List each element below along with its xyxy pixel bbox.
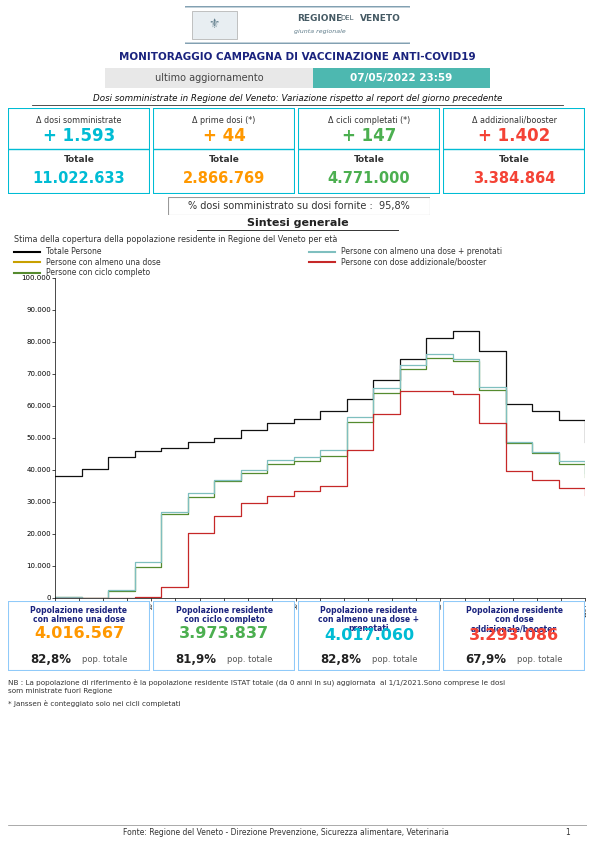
Text: 4.017.060: 4.017.060	[324, 628, 414, 643]
Text: Popolazione residente: Popolazione residente	[30, 606, 127, 615]
Text: con almeno una dose: con almeno una dose	[33, 615, 125, 624]
Text: Totale Persone: Totale Persone	[46, 247, 101, 256]
Text: 4.771.000: 4.771.000	[328, 171, 411, 186]
Text: MONITORAGGIO CAMPAGNA DI VACCINAZIONE ANTI-COVID19: MONITORAGGIO CAMPAGNA DI VACCINAZIONE AN…	[119, 52, 476, 62]
Text: Δ prime dosi (*): Δ prime dosi (*)	[192, 115, 256, 125]
Text: Totale: Totale	[499, 155, 530, 164]
FancyBboxPatch shape	[153, 108, 295, 194]
Text: Sintesi generale: Sintesi generale	[247, 217, 348, 227]
Text: 3.973.837: 3.973.837	[179, 626, 269, 641]
Text: pop. totale: pop. totale	[227, 655, 273, 664]
Text: 67,9%: 67,9%	[465, 653, 506, 666]
Text: giunta regionale: giunta regionale	[294, 29, 346, 35]
Text: % dosi somministrato su dosi fornite :  95,8%: % dosi somministrato su dosi fornite : 9…	[188, 201, 410, 211]
Text: Δ cicli completati (*): Δ cicli completati (*)	[328, 115, 410, 125]
Text: 82,8%: 82,8%	[30, 653, 71, 666]
Text: ⚜: ⚜	[209, 19, 220, 31]
FancyBboxPatch shape	[298, 108, 440, 194]
FancyBboxPatch shape	[180, 7, 415, 43]
Text: + 147: + 147	[342, 126, 396, 145]
Text: Popolazione residente: Popolazione residente	[465, 606, 562, 615]
FancyBboxPatch shape	[105, 68, 313, 88]
Text: Δ dosi somministrate: Δ dosi somministrate	[36, 115, 122, 125]
Text: Stima della copertura della popolazione residente in Regione del Veneto per età: Stima della copertura della popolazione …	[14, 235, 337, 243]
Text: DEL: DEL	[340, 15, 354, 21]
Text: + 1.593: + 1.593	[43, 126, 115, 145]
Text: + 44: + 44	[202, 126, 246, 145]
Text: Persone con almeno una dose + prenotati: Persone con almeno una dose + prenotati	[341, 247, 502, 256]
Text: Δ addizionali/booster: Δ addizionali/booster	[471, 115, 556, 125]
Text: pop. totale: pop. totale	[372, 655, 417, 664]
Text: Fonte: Regione del Veneto - Direzione Prevenzione, Sicurezza alimentare, Veterin: Fonte: Regione del Veneto - Direzione Pr…	[123, 829, 449, 837]
FancyBboxPatch shape	[443, 601, 585, 671]
Text: Persone con almeno una dose: Persone con almeno una dose	[46, 258, 160, 267]
Text: 11.022.633: 11.022.633	[33, 171, 126, 186]
Text: Totale: Totale	[353, 155, 384, 164]
Text: 4.016.567: 4.016.567	[34, 626, 124, 641]
Text: NB : La popolazione di riferimento è la popolazione residente ISTAT totale (da 0: NB : La popolazione di riferimento è la …	[8, 678, 505, 685]
Text: * Janssen è conteggiato solo nei cicli completati: * Janssen è conteggiato solo nei cicli c…	[8, 700, 181, 707]
Text: prenotati: prenotati	[349, 624, 389, 633]
FancyBboxPatch shape	[298, 601, 440, 671]
Text: VENETO: VENETO	[361, 13, 401, 23]
Text: + 1.402: + 1.402	[478, 126, 550, 145]
Text: 2.866.769: 2.866.769	[183, 171, 265, 186]
Text: 81,9%: 81,9%	[175, 653, 216, 666]
FancyBboxPatch shape	[8, 601, 150, 671]
Text: Dosi somministrate in Regione del Veneto: Variazione rispetto al report del gior: Dosi somministrate in Regione del Veneto…	[93, 93, 502, 103]
Text: REGIONE: REGIONE	[298, 13, 343, 23]
Text: Persone con ciclo completo: Persone con ciclo completo	[46, 269, 150, 277]
Text: pop. totale: pop. totale	[517, 655, 562, 664]
FancyBboxPatch shape	[313, 68, 490, 88]
Text: con almeno una dose +: con almeno una dose +	[318, 615, 419, 624]
Text: ultimo aggiornamento: ultimo aggiornamento	[155, 73, 263, 83]
FancyBboxPatch shape	[168, 197, 430, 215]
Text: 82,8%: 82,8%	[320, 653, 361, 666]
Text: Popolazione residente: Popolazione residente	[321, 606, 418, 615]
Text: Totale: Totale	[209, 155, 239, 164]
Text: con ciclo completo: con ciclo completo	[184, 615, 264, 624]
Text: 1: 1	[565, 829, 569, 837]
Text: Persone con dose addizionale/booster: Persone con dose addizionale/booster	[341, 258, 486, 267]
Text: 3.384.864: 3.384.864	[473, 171, 555, 186]
Text: pop. totale: pop. totale	[82, 655, 127, 664]
Text: addizionale/booster: addizionale/booster	[471, 624, 557, 633]
FancyBboxPatch shape	[443, 108, 585, 194]
FancyBboxPatch shape	[192, 11, 237, 39]
FancyBboxPatch shape	[8, 108, 150, 194]
Text: 3.293.086: 3.293.086	[469, 628, 559, 643]
Text: Totale: Totale	[64, 155, 95, 164]
Text: som ministrate fuori Regione: som ministrate fuori Regione	[8, 688, 112, 694]
Text: 07/05/2022 23:59: 07/05/2022 23:59	[350, 73, 453, 83]
Text: con dose: con dose	[494, 615, 533, 624]
Text: Popolazione residente: Popolazione residente	[176, 606, 273, 615]
FancyBboxPatch shape	[153, 601, 295, 671]
